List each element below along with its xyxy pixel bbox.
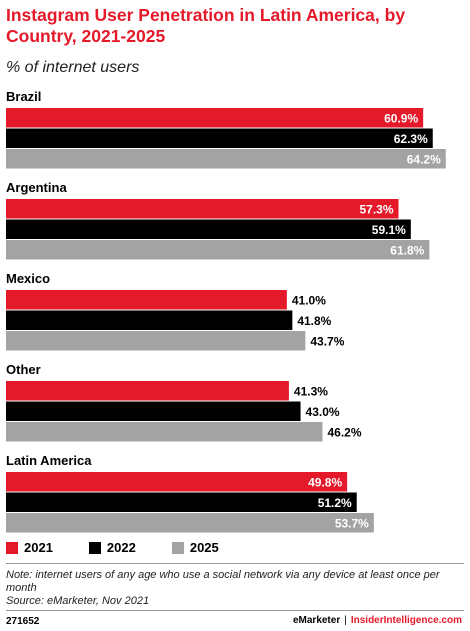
legend-item-2021: 2021 (6, 540, 53, 555)
chart-subtitle: % of internet users (6, 59, 140, 76)
data-label-2021: 41.3% (294, 384, 328, 398)
bar-2021 (6, 199, 399, 219)
data-label-2025: 53.7% (335, 516, 369, 530)
bar-2022 (6, 492, 357, 512)
data-label-2022: 43.0% (306, 405, 340, 419)
data-label-2021: 57.3% (359, 202, 393, 216)
category-label: Mexico (6, 271, 50, 286)
category-label: Latin America (6, 453, 92, 468)
brand-insider: InsiderIntelligence.com (350, 615, 462, 626)
data-label-2021: 49.8% (308, 475, 342, 489)
legend-swatch-2022 (88, 541, 101, 554)
source-text: Source: eMarketer, Nov 2021 (6, 595, 150, 607)
data-label-2021: 41.0% (292, 293, 326, 307)
legend-label-2021: 2021 (24, 540, 53, 555)
category-label: Argentina (6, 180, 67, 195)
footnote: Note: internet users of any age who use … (6, 569, 456, 608)
data-label-2025: 64.2% (407, 152, 441, 166)
brand: eMarketer | InsiderIntelligence.com (293, 615, 462, 626)
divider-top (6, 563, 464, 564)
bar-2021 (6, 381, 289, 401)
category-label: Brazil (6, 89, 41, 104)
chart-id: 271652 (6, 616, 40, 627)
bar-2022 (6, 401, 301, 421)
legend-swatch-2025 (171, 541, 184, 554)
bar-2021 (6, 472, 348, 492)
bar-2025 (6, 331, 306, 351)
data-label-2025: 61.8% (390, 243, 424, 257)
bar-2022 (6, 128, 433, 148)
legend-swatch-2021 (6, 541, 18, 554)
legend: 2021 2022 2025 (6, 540, 255, 555)
legend-item-2022: 2022 (88, 540, 136, 555)
bar-2025 (6, 240, 430, 260)
data-label-2025: 43.7% (310, 334, 344, 348)
brand-emarketer: eMarketer (292, 615, 341, 626)
data-label-2022: 59.1% (372, 223, 406, 237)
category-label: Other (6, 362, 41, 377)
legend-item-2025: 2025 (171, 540, 219, 555)
bar-2021 (6, 290, 287, 310)
brand-separator: | (344, 615, 347, 626)
bar-2025 (6, 149, 446, 169)
bar-2022 (6, 310, 293, 330)
bar-2025 (6, 513, 374, 533)
bar-2021 (6, 108, 424, 128)
bar-2025 (6, 422, 323, 442)
bar-2022 (6, 219, 411, 239)
divider-bottom (6, 610, 464, 611)
chart-title: Instagram User Penetration in Latin Amer… (6, 5, 406, 46)
bar-chart: Brazil 60.9% 62.3% 64.2% Argentina 57.3% 59.1%… (6, 89, 446, 533)
legend-label-2025: 2025 (189, 540, 219, 555)
note-text: Note: internet users of any age who use … (6, 569, 440, 594)
data-label-2021: 60.9% (384, 111, 418, 125)
data-label-2022: 62.3% (394, 132, 428, 146)
data-label-2025: 46.2% (327, 425, 361, 439)
legend-label-2022: 2022 (106, 540, 136, 555)
data-label-2022: 41.8% (297, 314, 331, 328)
data-label-2022: 51.2% (318, 496, 352, 510)
